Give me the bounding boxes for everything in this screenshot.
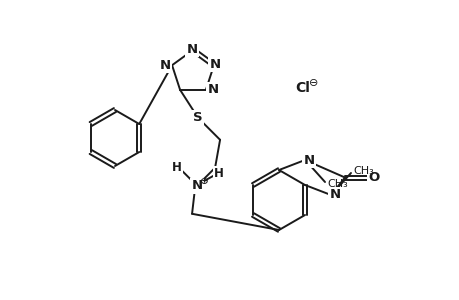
Text: H: H: [214, 167, 224, 180]
Text: N: N: [303, 154, 314, 166]
Text: CH₃: CH₃: [352, 166, 373, 176]
Text: N: N: [207, 83, 218, 96]
Text: N: N: [329, 188, 340, 202]
Text: CH₃: CH₃: [326, 179, 347, 189]
Text: ⊕: ⊕: [198, 176, 207, 186]
Text: N: N: [159, 59, 170, 72]
Text: N: N: [186, 43, 197, 56]
Text: N: N: [209, 58, 220, 71]
Text: Cl: Cl: [294, 81, 309, 95]
Text: ⊖: ⊖: [308, 78, 318, 88]
Text: S: S: [193, 111, 202, 124]
Text: N: N: [191, 179, 202, 192]
Text: H: H: [172, 161, 182, 174]
Text: O: O: [368, 171, 379, 184]
